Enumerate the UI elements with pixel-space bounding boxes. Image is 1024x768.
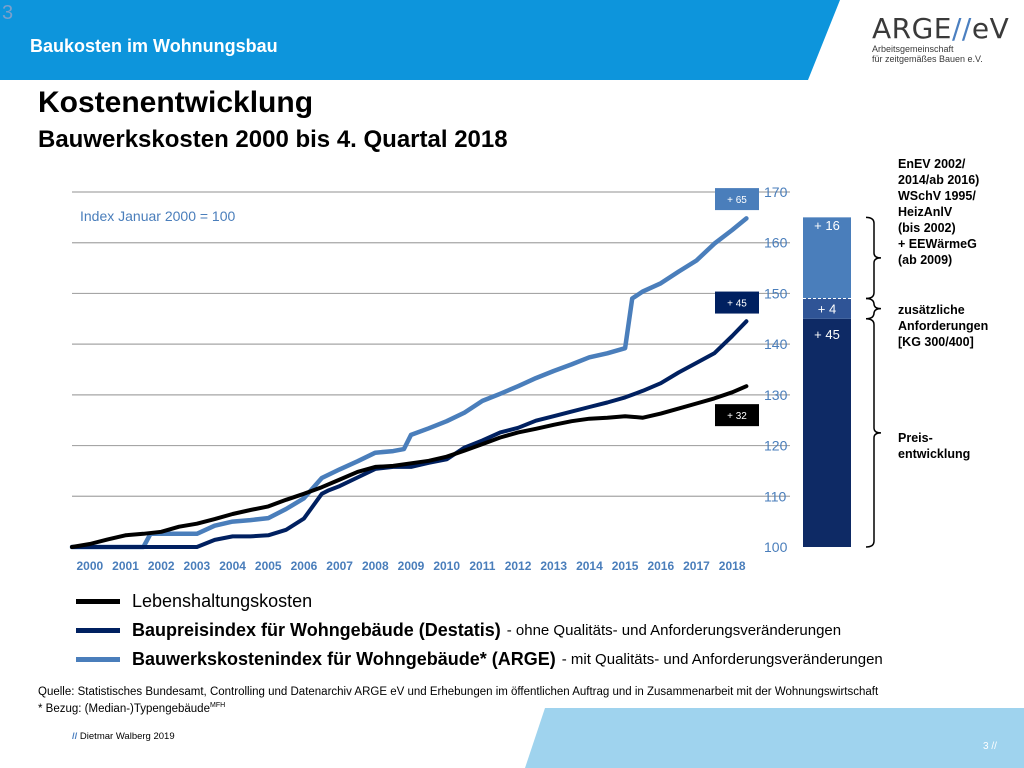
- logo-subtitle-line-2: für zeitgemäßes Bauen e.V.: [872, 54, 983, 64]
- end-label-box: [715, 188, 759, 211]
- slide-number-bottom: 3 //: [983, 741, 997, 752]
- y-tick-label: 130: [764, 387, 788, 403]
- y-tick-label: 100: [764, 539, 788, 555]
- y-tick-layer: 100 110 120 130 140 150 160 170: [764, 184, 788, 555]
- x-tick-label: 2016: [647, 559, 674, 573]
- footer-band: [525, 708, 1024, 768]
- series-line-lebenshaltungskosten: [70, 384, 749, 549]
- y-tick-label: 120: [764, 438, 788, 454]
- stacked-bar-label: + 45: [814, 327, 840, 342]
- logo-wordmark: ARGE//eV: [872, 14, 1012, 44]
- x-tick-label: 2011: [469, 559, 495, 573]
- x-tick-label: 2008: [362, 559, 389, 573]
- section-title: Baukosten im Wohnungsbau: [30, 36, 278, 56]
- logo-wordmark-right: eV: [971, 12, 1010, 45]
- annotation-price-development: Preis- entwicklung: [898, 431, 971, 461]
- footer-author-name: Dietmar Walberg 2019: [79, 731, 175, 742]
- x-tick-label: 2015: [612, 559, 639, 573]
- legend-swatch: [76, 656, 120, 662]
- header-banner: [0, 0, 840, 80]
- x-tick-label: 2018: [719, 559, 746, 573]
- series-layer: [69, 216, 749, 550]
- legend-swatch: [76, 598, 120, 604]
- x-tick-layer: 2000 2001 2002 2003 2004 2005 2006 2007 2008 2009…: [76, 559, 745, 573]
- annotation-additional-requirements: zusätzliche Anforderungen [KG 300/400]: [898, 303, 989, 349]
- stacked-bar-label: + 4: [818, 302, 836, 317]
- legend-label: Bauwerkskostenindex für Wohngebäude* (AR…: [132, 649, 556, 670]
- stacked-bar-segment: [803, 298, 851, 319]
- end-label-layer: + 65 + 45 + 32: [715, 188, 759, 427]
- end-label-box: [715, 291, 759, 314]
- legend-swatch: [76, 627, 120, 633]
- series-line-baupreisindex-für-wohngebäude-destatis: [70, 319, 749, 549]
- logo-subtitle-line-1: Arbeitsgemeinschaft: [872, 44, 954, 54]
- x-tick-label: 2009: [398, 559, 425, 573]
- x-tick-label: 2017: [683, 559, 710, 573]
- end-label: + 45: [727, 299, 747, 310]
- legend-label: Baupreisindex für Wohngebäude (Destatis): [132, 620, 501, 641]
- x-tick-label: 2000: [76, 559, 103, 573]
- grid-layer: [72, 191, 790, 497]
- slide-number-top: 3: [2, 2, 14, 24]
- legend-label: Lebenshaltungskosten: [132, 590, 313, 611]
- legend-label-name: Baupreisindex für Wohngebäude (Destatis): [132, 619, 501, 640]
- stacked-bar-segment: [803, 318, 851, 547]
- page-title: Kostenentwicklung: [38, 86, 314, 119]
- legend-item: Baupreisindex für Wohngebäude (Destatis)…: [76, 617, 841, 643]
- x-tick-label: 2005: [255, 559, 282, 573]
- x-tick-label: 2014: [576, 559, 603, 573]
- x-tick-label: 2007: [326, 559, 353, 573]
- logo-wordmark-left: ARGE: [872, 12, 952, 45]
- y-tick-label: 110: [764, 488, 787, 504]
- bracket: [865, 318, 882, 548]
- arge-logo: ARGE//eV Arbeitsgemeinschaft für zeitgem…: [872, 14, 1012, 74]
- end-label: + 32: [727, 411, 747, 422]
- x-tick-label: 2006: [291, 559, 318, 573]
- footer-author: // Dietmar Walberg 2019: [72, 731, 175, 742]
- x-tick-label: 2010: [433, 559, 460, 573]
- x-tick-label: 2001: [112, 559, 139, 573]
- stacked-bar-label: + 16: [814, 218, 840, 233]
- y-tick-label: 170: [764, 184, 788, 200]
- reference-note: * Bezug: (Median-)TypengebäudeMFH: [38, 702, 225, 715]
- index-note: Index Januar 2000 = 100: [80, 208, 236, 224]
- bracket: [865, 297, 882, 320]
- legend-description: - ohne Qualitäts- und Anforderungsveränd…: [506, 621, 842, 639]
- end-label: + 65: [727, 195, 747, 206]
- source-note: Quelle: Statistisches Bundesamt, Control…: [38, 686, 879, 698]
- stacked-bar-segment: [803, 217, 851, 299]
- x-tick-label: 2002: [148, 559, 175, 573]
- reference-note-superscript: MFH: [209, 702, 226, 709]
- legend-label-name: Bauwerkskostenindex für Wohngebäude* (AR…: [132, 648, 556, 669]
- legend-item: Bauwerkskostenindex für Wohngebäude* (AR…: [76, 646, 883, 672]
- x-tick-label: 2004: [219, 559, 246, 573]
- page-subtitle: Bauwerkskosten 2000 bis 4. Quartal 2018: [38, 126, 508, 153]
- x-tick-label: 2012: [505, 559, 532, 573]
- end-label-box: [715, 404, 759, 427]
- x-tick-label: 2003: [184, 559, 211, 573]
- reference-note-text: * Bezug: (Median-)Typengebäude: [38, 702, 210, 715]
- footer-slashes: //: [72, 731, 78, 742]
- y-tick-label: 140: [764, 336, 788, 352]
- annotation-enev: EnEV 2002/ 2014/ab 2016) WSchV 1995/ Hei…: [898, 157, 980, 267]
- y-tick-label: 160: [764, 235, 788, 251]
- legend-item: Lebenshaltungskosten: [76, 588, 312, 614]
- logo-wordmark-slashes: //: [952, 12, 972, 45]
- x-tick-label: 2013: [540, 559, 567, 573]
- bracket-layer: [865, 216, 882, 548]
- stacked-bar: + 45 + 4 + 16: [803, 217, 851, 547]
- bracket: [865, 216, 882, 300]
- legend-description: - mit Qualitäts- und Anforderungsverände…: [561, 650, 883, 668]
- y-tick-label: 150: [764, 285, 788, 301]
- series-line-bauwerkskostenindex-für-wohngebäude-arge: [69, 216, 749, 550]
- cost-index-chart: Index Januar 2000 = 100 + 65 + 45 + 32 200…: [69, 184, 882, 573]
